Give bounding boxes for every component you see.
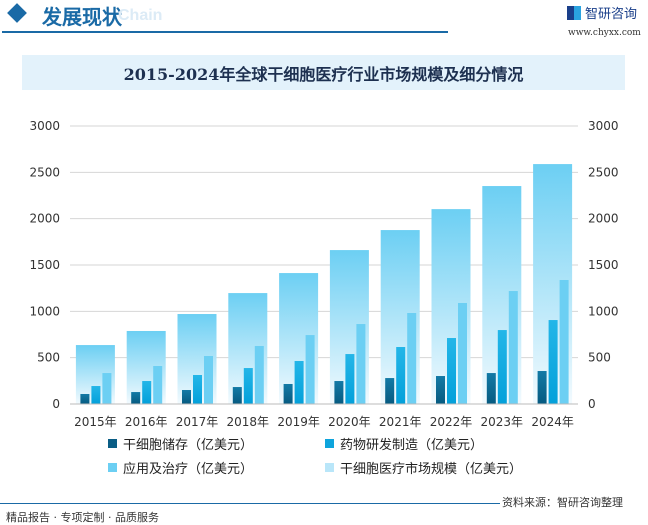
bar-drug <box>548 320 558 404</box>
header-watermark: Chain <box>118 7 163 24</box>
x-tick-label: 2017年 <box>176 415 219 429</box>
x-tick-label: 2022年 <box>430 415 473 429</box>
y-tick-left: 2000 <box>29 212 60 226</box>
logo-icon <box>567 5 581 20</box>
legend-item-total: 干细胞医疗市场规模（亿美元） <box>325 458 522 477</box>
bar-storage <box>131 392 141 404</box>
bar-therapy <box>254 345 264 404</box>
footer-divider <box>0 503 500 504</box>
bar-storage <box>385 378 395 404</box>
y-tick-left: 2500 <box>29 165 60 179</box>
bar-therapy <box>102 373 112 404</box>
bar-drug <box>243 368 253 404</box>
bar-drug <box>193 374 202 404</box>
bar-storage <box>232 387 242 404</box>
y-tick-right: 500 <box>588 351 611 365</box>
x-tick-label: 2020年 <box>328 415 371 429</box>
x-tick-label: 2024年 <box>531 415 574 429</box>
y-tick-right: 3000 <box>588 119 619 133</box>
bar-drug <box>396 347 406 404</box>
bar-storage <box>182 390 191 404</box>
y-tick-right: 0 <box>588 397 596 411</box>
bar-therapy <box>458 302 467 404</box>
bar-drug <box>497 330 507 404</box>
bar-storage <box>80 393 90 404</box>
legend-item-storage: 干细胞储存（亿美元） <box>108 434 253 453</box>
bar-drug <box>91 386 101 404</box>
legend-swatch <box>325 439 334 448</box>
logo-text: 智研咨询 <box>585 7 638 22</box>
site-url: www.chyxx.com <box>568 28 641 38</box>
legend-item-therapy: 应用及治疗（亿美元） <box>108 458 253 477</box>
bar-therapy <box>356 324 366 404</box>
bar-therapy <box>153 366 163 404</box>
bar-storage <box>486 373 496 404</box>
bar-storage <box>436 376 445 404</box>
bar-therapy <box>204 355 213 404</box>
bar-therapy <box>559 280 569 404</box>
y-tick-right: 2500 <box>588 165 619 179</box>
x-tick-label: 2023年 <box>481 415 524 429</box>
y-tick-left: 3000 <box>29 119 60 133</box>
bar-therapy <box>305 335 315 404</box>
x-tick-label: 2021年 <box>379 415 422 429</box>
legend-label: 干细胞储存（亿美元） <box>123 438 254 453</box>
bar-therapy <box>508 291 518 404</box>
y-tick-left: 1000 <box>29 304 60 318</box>
legend-label: 药物研发制造（亿美元） <box>340 438 484 453</box>
y-tick-left: 500 <box>37 351 60 365</box>
bar-storage <box>283 383 293 404</box>
y-tick-right: 1500 <box>588 258 619 272</box>
bar-drug <box>345 354 355 404</box>
bar-storage <box>334 381 344 404</box>
bar-drug <box>447 338 456 404</box>
legend-swatch <box>325 463 334 472</box>
legend-label: 应用及治疗（亿美元） <box>123 462 254 477</box>
y-tick-left: 0 <box>52 397 60 411</box>
data-source: 资料来源：智研咨询整理 <box>502 496 623 509</box>
x-tick-label: 2016年 <box>125 415 168 429</box>
x-tick-label: 2018年 <box>227 415 270 429</box>
legend-label: 干细胞医疗市场规模（亿美元） <box>340 462 523 477</box>
legend-swatch <box>108 439 117 448</box>
y-tick-right: 1000 <box>588 304 619 318</box>
legend-item-drug: 药物研发制造（亿美元） <box>325 434 483 453</box>
x-tick-label: 2019年 <box>277 415 320 429</box>
bar-drug <box>142 381 152 404</box>
header-title: 发展现状 <box>42 5 122 29</box>
y-tick-right: 2000 <box>588 212 619 226</box>
bar-storage <box>537 371 547 404</box>
header-divider <box>2 31 448 33</box>
y-tick-left: 1500 <box>29 258 60 272</box>
brand-logo: 智研咨询 <box>567 3 637 22</box>
bar-therapy <box>407 313 417 404</box>
legend-swatch <box>108 463 117 472</box>
bar-drug <box>294 361 304 404</box>
footer-slogan: 精品报告 · 专项定制 · 品质服务 <box>6 511 159 524</box>
chart-title-box: 2015-2024年全球干细胞医疗行业市场规模及细分情况 <box>22 55 625 90</box>
x-tick-label: 2015年 <box>74 415 117 429</box>
chart-title: 2015-2024年全球干细胞医疗行业市场规模及细分情况 <box>123 64 524 84</box>
